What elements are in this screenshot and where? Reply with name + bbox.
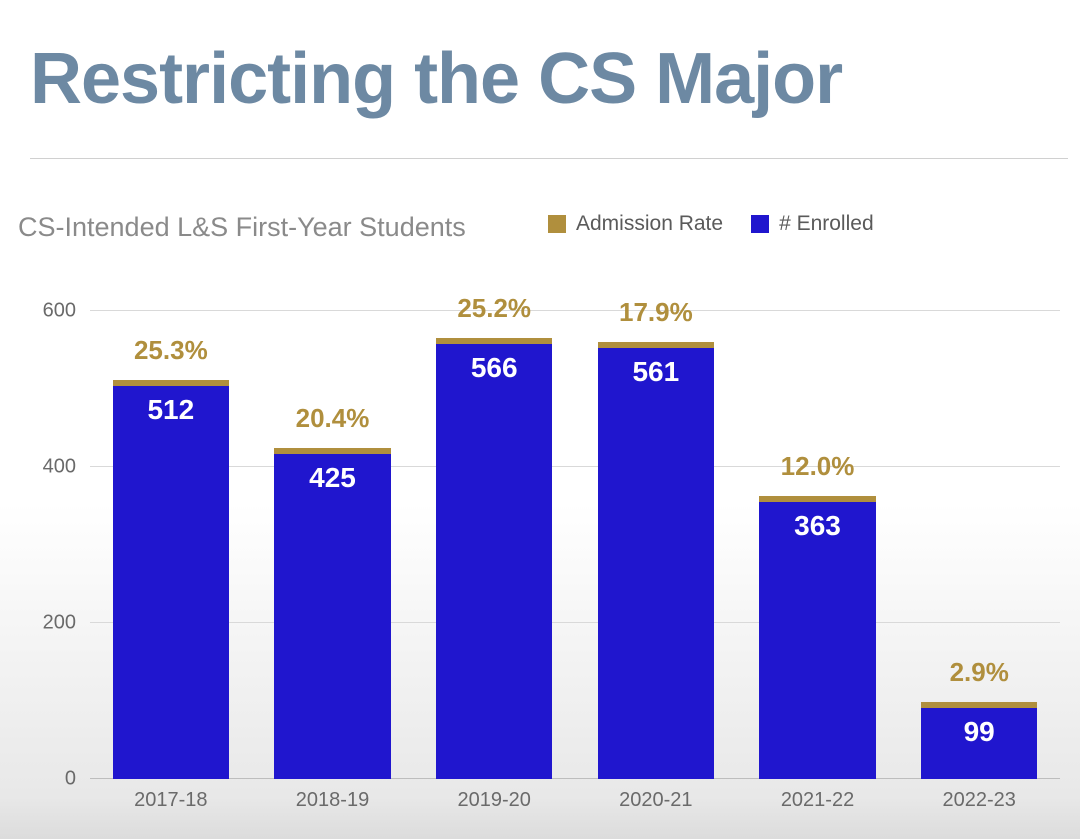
- bar-slot: 512 25.3%: [90, 280, 252, 779]
- bar-value-label: 512: [113, 394, 229, 426]
- bar-chart: 0 200 400 600 512 25.3% 425 20.4% 566 25.2% 561 17.…: [28, 280, 1060, 819]
- bar-topstripe: [759, 496, 875, 502]
- bar: 566: [436, 338, 552, 779]
- x-tick-label: 2022-23: [898, 789, 1060, 812]
- bar-topstripe: [436, 338, 552, 344]
- bar: 99: [921, 702, 1037, 779]
- bar-value-label: 425: [274, 462, 390, 494]
- bar-slot: 561 17.9%: [575, 280, 737, 779]
- bar: 561: [598, 342, 714, 779]
- legend-item-admission-rate: Admission Rate: [548, 212, 723, 236]
- legend-label: # Enrolled: [779, 212, 874, 236]
- title-divider: [30, 158, 1068, 159]
- legend-swatch-enrolled: [751, 215, 769, 233]
- bar: 425: [274, 448, 390, 779]
- admission-rate-label: 2.9%: [898, 657, 1060, 688]
- x-tick-label: 2019-20: [413, 789, 575, 812]
- bar-value-label: 566: [436, 352, 552, 384]
- legend-item-enrolled: # Enrolled: [751, 212, 874, 236]
- bar-slot: 363 12.0%: [737, 280, 899, 779]
- bar: 363: [759, 496, 875, 779]
- bar-topstripe: [113, 380, 229, 386]
- bar-topstripe: [598, 342, 714, 348]
- bar-value-label: 561: [598, 356, 714, 388]
- legend-swatch-admission-rate: [548, 215, 566, 233]
- admission-rate-label: 17.9%: [575, 297, 737, 328]
- admission-rate-label: 20.4%: [252, 403, 414, 434]
- bar: 512: [113, 380, 229, 779]
- bar-value-label: 363: [759, 510, 875, 542]
- x-axis: 2017-182018-192019-202020-212021-222022-…: [90, 779, 1060, 812]
- bar-slot: 566 25.2%: [413, 280, 575, 779]
- admission-rate-label: 25.2%: [413, 293, 575, 324]
- admission-rate-label: 25.3%: [90, 335, 252, 366]
- bar-topstripe: [274, 448, 390, 454]
- x-tick-label: 2021-22: [737, 789, 899, 812]
- bar-slot: 99 2.9%: [898, 280, 1060, 779]
- y-tick-label: 400: [43, 456, 90, 479]
- bar-slot: 425 20.4%: [252, 280, 414, 779]
- legend: Admission Rate # Enrolled: [548, 212, 874, 236]
- x-tick-label: 2017-18: [90, 789, 252, 812]
- y-tick-label: 0: [65, 768, 90, 791]
- x-tick-label: 2018-19: [252, 789, 414, 812]
- admission-rate-label: 12.0%: [737, 451, 899, 482]
- bar-topstripe: [921, 702, 1037, 708]
- legend-label: Admission Rate: [576, 212, 723, 236]
- x-tick-label: 2020-21: [575, 789, 737, 812]
- bars-container: 512 25.3% 425 20.4% 566 25.2% 561 17.9% 363 12.0%…: [90, 280, 1060, 779]
- y-tick-label: 600: [43, 300, 90, 323]
- plot-area: 020040060051225.3%42520.4%56625.2%56117.…: [90, 280, 1060, 779]
- page-title: Restricting the CS Major: [30, 38, 842, 120]
- slide: Restricting the CS Major CS-Intended L&S…: [0, 0, 1080, 839]
- chart-subtitle: CS-Intended L&S First-Year Students: [18, 212, 466, 243]
- bar-value-label: 99: [921, 716, 1037, 748]
- y-tick-label: 200: [43, 612, 90, 635]
